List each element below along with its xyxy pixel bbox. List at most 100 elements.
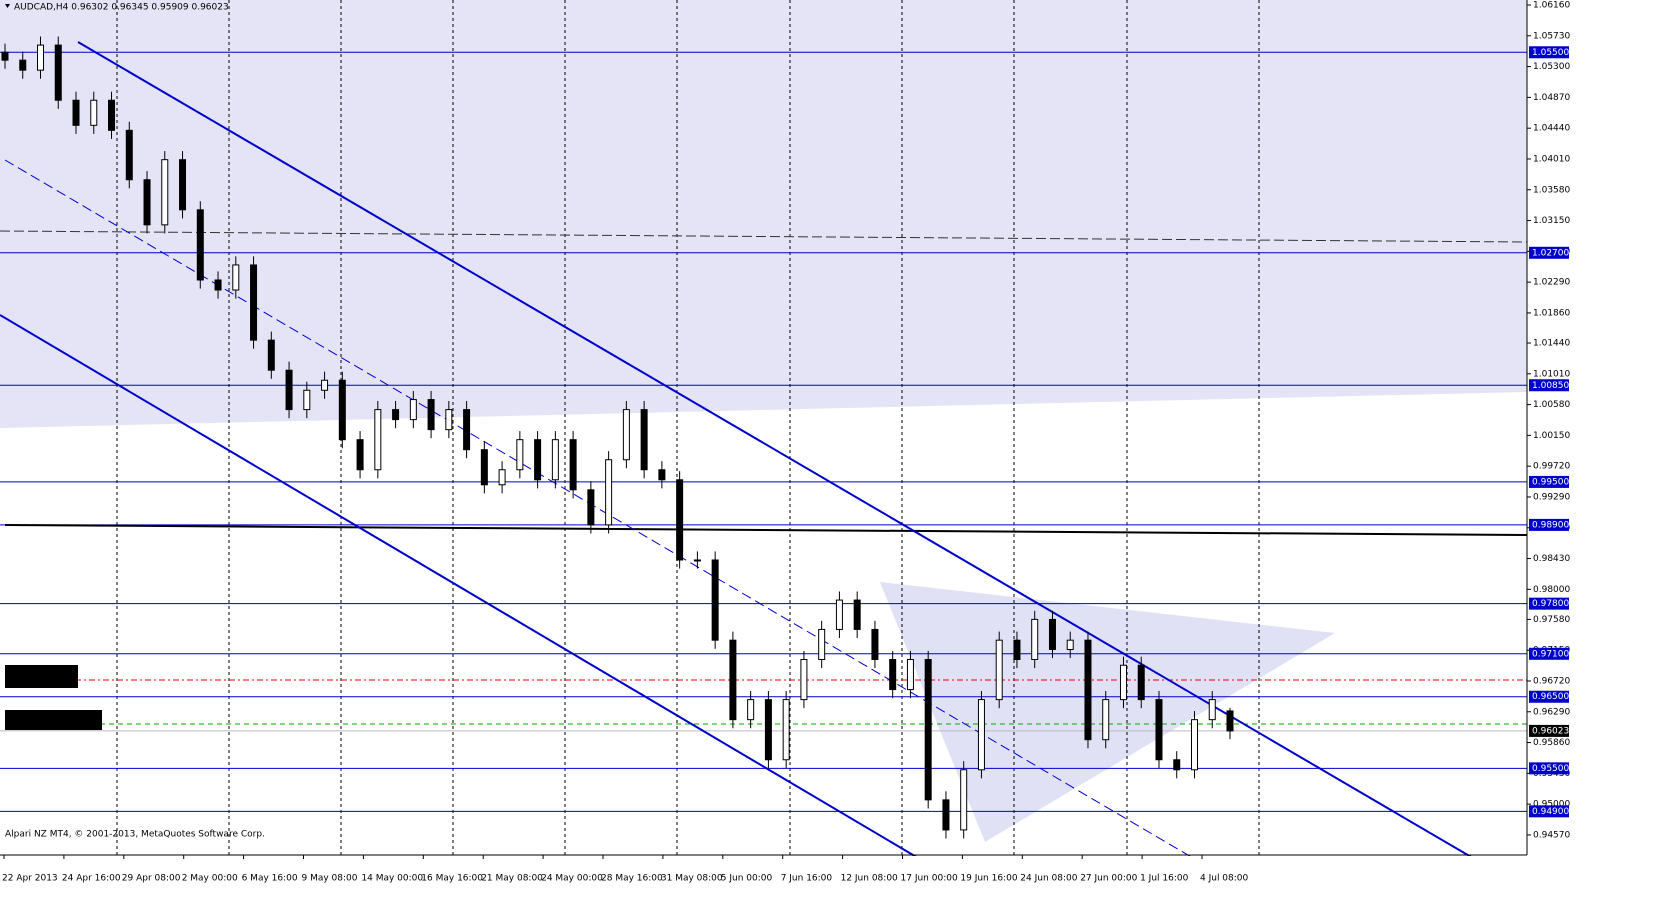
candle-body (125, 129, 133, 181)
axis-band (0, 856, 1676, 917)
candle-body (534, 439, 542, 481)
chart-title: AUDCAD,H4 0.96302 0.96345 0.95909 0.9602… (14, 3, 229, 13)
candle-body (1137, 664, 1145, 701)
y-tick-label: 0.99290 (1533, 492, 1570, 502)
level-label: 0.96500 (1532, 692, 1569, 702)
candle-body (995, 639, 1003, 701)
level-label: 0.97800 (1532, 599, 1569, 609)
level-box (1529, 475, 1569, 488)
x-tick-label: 4 Jul 08:00 (1200, 874, 1249, 884)
y-axis: 1.06160 1.05730 1.05300 1.04870 1.04440 1.040… (1527, 1, 1570, 840)
channel-upper (77, 41, 1491, 869)
x-tick-label: 14 May 00:00 (361, 874, 423, 884)
y-tick-label: 1.03580 (1533, 185, 1570, 195)
x-tick-label: 27 Jun 00:00 (1080, 874, 1137, 884)
candle-body (605, 459, 613, 526)
x-tick-label: 7 Jun 16:00 (781, 874, 833, 884)
y-tick-label: 0.94570 (1533, 830, 1570, 840)
candle-body (196, 209, 204, 281)
footer: Alpari NZ MT4, © 2001-2013, MetaQuotes S… (5, 830, 265, 840)
candle-body (480, 449, 488, 486)
y-tick-label: 0.95860 (1533, 738, 1570, 748)
dashed-line (0, 230, 1528, 243)
level-label: 0.95500 (1532, 764, 1569, 774)
candle-body (569, 439, 577, 491)
candle-body (977, 699, 985, 771)
redacted-box (5, 665, 78, 688)
x-axis: 22 Apr 2013 24 Apr 16:00 29 Apr 08:00 2 May… (2, 855, 1249, 884)
x-tick-label: 21 May 08:00 (481, 874, 543, 884)
candle-body (924, 659, 932, 801)
menu-arrow (5, 4, 10, 8)
candle-body (463, 409, 471, 451)
candle-body (498, 469, 506, 486)
candle-body (942, 799, 950, 831)
price-label: 0.96023 (1532, 726, 1569, 736)
candle-body (1066, 639, 1074, 650)
candle-body (250, 264, 258, 341)
candle-body (19, 59, 27, 71)
level-label: 1.00850 (1532, 381, 1569, 391)
candle-body (782, 699, 790, 761)
candle-body (1173, 759, 1181, 771)
candle-body (427, 399, 435, 431)
levels (0, 51, 1527, 812)
candle-body (1226, 710, 1234, 732)
y-tick-label: 1.04870 (1533, 93, 1570, 103)
candle-body (800, 659, 808, 701)
x-tick-label: 6 May 16:00 (242, 874, 298, 884)
candle-body (676, 479, 684, 561)
candle-body (551, 439, 559, 481)
candle-body (1, 51, 9, 61)
y-tick-label: 1.02290 (1533, 278, 1570, 288)
candle-body (658, 469, 666, 481)
level-label: 1.02700 (1532, 248, 1569, 258)
level-box (1529, 46, 1569, 59)
x-tick-label: 31 May 08:00 (661, 874, 723, 884)
candle-body (764, 699, 772, 761)
x-tick-label: 5 Jun 00:00 (721, 874, 773, 884)
candle-body (267, 339, 275, 371)
level-label: 0.98900 (1532, 520, 1569, 530)
candle-body (835, 599, 843, 630)
candle-body (54, 44, 62, 101)
y-tick-label: 1.04010 (1533, 154, 1570, 164)
y-tick-label: 0.98430 (1533, 554, 1570, 564)
channel-lower (0, 314, 936, 869)
x-tick-label: 29 Apr 08:00 (122, 874, 181, 884)
x-tick-label: 24 Jun 08:00 (1020, 874, 1077, 884)
candle-body (321, 379, 329, 391)
level-box (1529, 518, 1569, 531)
candle-body (1031, 618, 1039, 661)
y-tick-label: 1.05300 (1533, 62, 1570, 72)
candle-body (906, 659, 914, 691)
candle-body (179, 159, 187, 211)
level-box (1529, 379, 1569, 392)
candle-body (161, 159, 169, 226)
candle-body (693, 559, 701, 562)
y-tick-label: 1.05730 (1533, 31, 1570, 41)
candle-body (285, 369, 293, 411)
level-label: 1.05500 (1532, 48, 1569, 58)
trend-line (4, 524, 1528, 536)
x-tick-label: 12 Jun 08:00 (841, 874, 898, 884)
x-tick-label: 22 Apr 2013 (2, 874, 58, 884)
candle-body (1155, 699, 1163, 761)
candle-body (1119, 664, 1127, 701)
y-tick-label: 1.06160 (1533, 1, 1570, 11)
level-box (1529, 647, 1569, 660)
x-tick-label: 1 Jul 16:00 (1140, 874, 1189, 884)
candle-body (72, 99, 80, 126)
candle-body (747, 699, 755, 721)
x-tick-label: 16 May 16:00 (421, 874, 483, 884)
candle-body (1013, 639, 1021, 661)
x-tick-label: 2 May 00:00 (182, 874, 238, 884)
candle-body (338, 379, 346, 441)
y-tick-label: 1.03150 (1533, 216, 1570, 226)
level-label: 0.97100 (1532, 649, 1569, 659)
candle-body (587, 489, 595, 526)
y-tick-label: 0.97580 (1533, 615, 1570, 625)
candle-body (143, 179, 151, 226)
candle-body (356, 439, 364, 471)
